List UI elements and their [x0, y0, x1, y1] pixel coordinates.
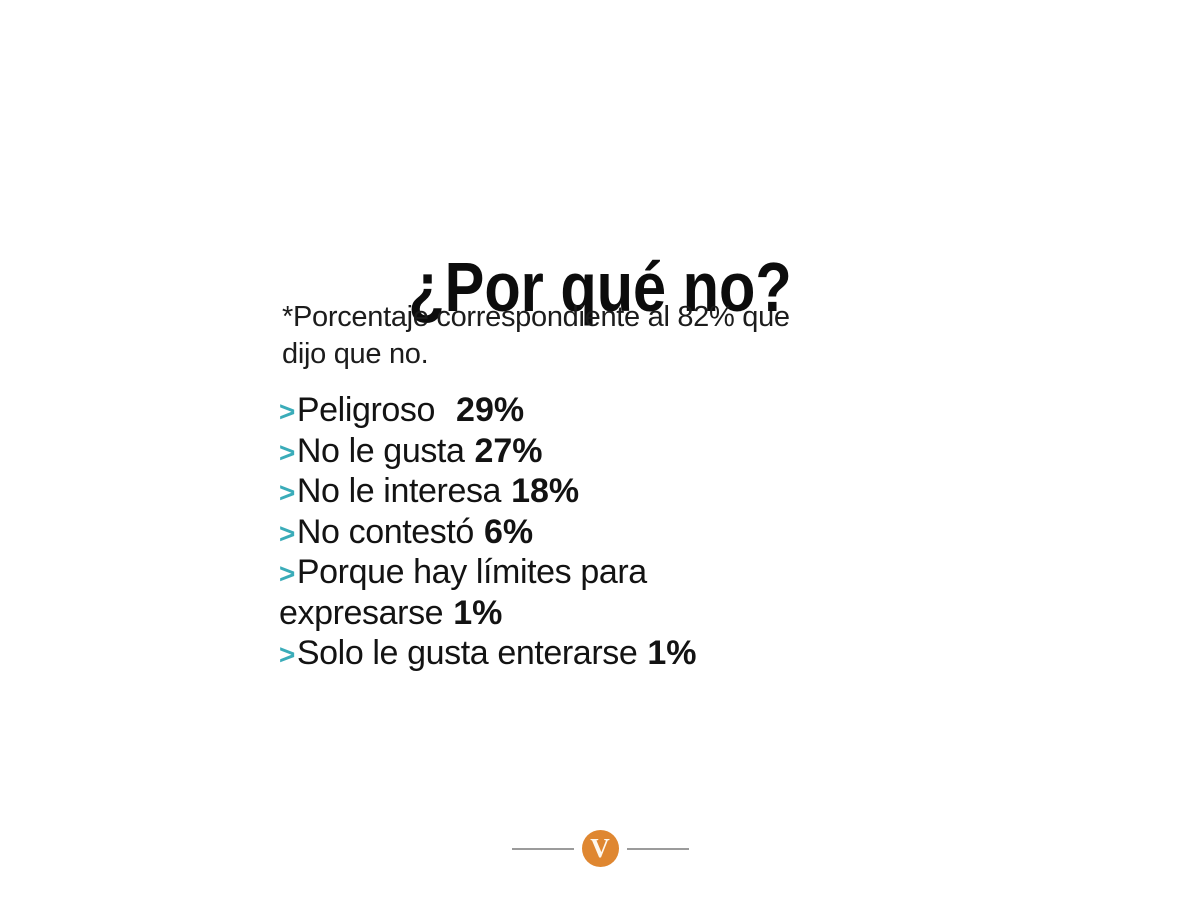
footnote-line-2: dijo que no. — [282, 338, 429, 370]
item-value: 1% — [647, 634, 697, 672]
divider-line-left — [511, 847, 574, 850]
footnote-line-1: *Porcentaje correspondiente al 82% que — [282, 301, 790, 333]
chevron-bullet-icon: > — [279, 477, 295, 508]
item-label: No le interesa — [296, 472, 502, 510]
item-label: No le gusta — [296, 431, 465, 470]
item-value: 1% — [453, 593, 503, 632]
footnote: *Porcentaje correspondiente al 82% que d… — [282, 299, 790, 373]
footer-logo: V — [0, 830, 1200, 867]
list-item: >Peligroso 29% — [279, 391, 697, 432]
list-item-continuation: expresarse 1% — [279, 594, 697, 635]
logo-badge: V — [581, 830, 619, 867]
list-item: >No contestó 6% — [279, 513, 697, 554]
item-value: 6% — [483, 512, 534, 551]
list-item: >Porque hay límites para — [279, 553, 697, 594]
item-label: Peligroso — [296, 391, 436, 429]
chevron-bullet-icon: > — [279, 396, 295, 427]
item-label: Solo le gusta enterarse — [296, 634, 638, 672]
list-item: >Solo le gusta enterarse 1% — [279, 634, 697, 675]
reasons-list: >Peligroso 29% >No le gusta 27% >No le int… — [279, 391, 697, 675]
item-label: expresarse — [279, 593, 444, 632]
logo-letter: V — [590, 833, 610, 863]
item-value: 18% — [511, 472, 580, 510]
chevron-bullet-icon: > — [279, 436, 295, 468]
list-item: >No le gusta 27% — [279, 432, 697, 473]
item-value: 27% — [474, 431, 543, 470]
page-title: ¿Por qué no? — [408, 247, 792, 326]
item-label: No contestó — [296, 512, 474, 551]
item-label: Porque hay límites para — [296, 553, 647, 591]
item-value: 29% — [456, 391, 525, 429]
divider-line-right — [626, 847, 689, 850]
list-item: >No le interesa 18% — [279, 472, 697, 513]
chevron-bullet-icon: > — [279, 639, 295, 670]
chevron-bullet-icon: > — [279, 517, 295, 549]
chevron-bullet-icon: > — [279, 558, 295, 589]
